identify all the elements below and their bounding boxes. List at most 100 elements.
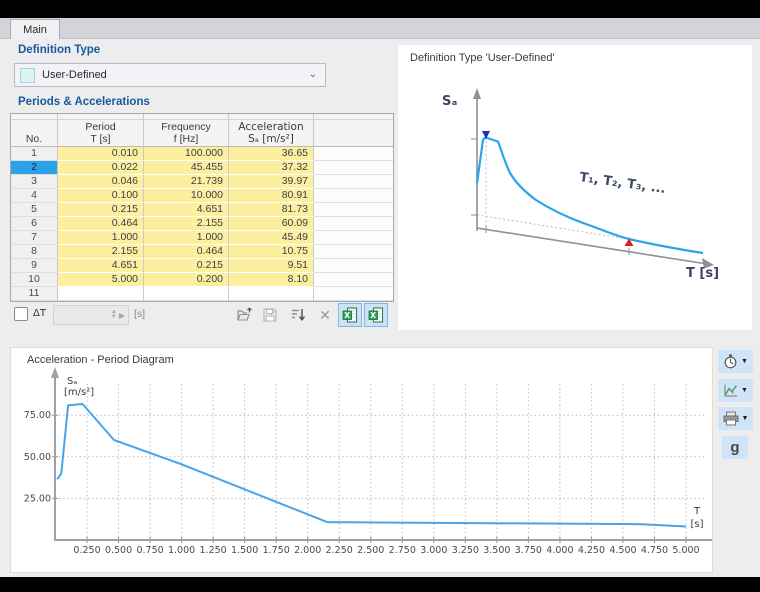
table-row[interactable]: 4 0.100 10.000 80.91 bbox=[11, 189, 393, 203]
frequency-cell[interactable]: 0.464 bbox=[144, 245, 229, 259]
dropdown-caret-icon: ▼ bbox=[741, 358, 748, 365]
svg-text:75.00: 75.00 bbox=[24, 410, 51, 421]
acceleration-cell[interactable]: 10.75 bbox=[229, 245, 314, 259]
peak-marker-icon bbox=[482, 131, 490, 139]
acceleration-cell[interactable]: 37.32 bbox=[229, 161, 314, 175]
svg-text:3.500: 3.500 bbox=[483, 545, 510, 556]
sort-table-button[interactable] bbox=[286, 303, 310, 327]
frequency-cell[interactable]: 0.215 bbox=[144, 259, 229, 273]
acceleration-cell[interactable]: 8.10 bbox=[229, 273, 314, 287]
frequency-cell[interactable]: 100.000 bbox=[144, 147, 229, 161]
frequency-cell[interactable]: 2.155 bbox=[144, 217, 229, 231]
filler-cell bbox=[314, 147, 393, 161]
table-row[interactable]: 11 bbox=[11, 287, 393, 301]
period-cell[interactable]: 0.022 bbox=[58, 161, 144, 175]
print-button[interactable]: ▼ bbox=[718, 407, 753, 430]
time-course-button[interactable]: ▼ bbox=[718, 350, 753, 373]
tab-main[interactable]: Main bbox=[10, 19, 60, 39]
frequency-cell[interactable]: 10.000 bbox=[144, 189, 229, 203]
table-row[interactable]: 7 1.000 1.000 45.49 bbox=[11, 231, 393, 245]
spectrum-preview-diagram: Sₐ T [s] T₁, T₂, T₃, ... bbox=[442, 88, 719, 281]
table-row[interactable]: 3 0.046 21.739 39.97 bbox=[11, 175, 393, 189]
svg-text:25.00: 25.00 bbox=[24, 493, 51, 504]
acceleration-cell[interactable]: 45.49 bbox=[229, 231, 314, 245]
periods-annotation: T₁, T₂, T₃, ... bbox=[578, 170, 666, 197]
row-number-cell[interactable]: 8 bbox=[11, 245, 58, 259]
frequency-cell[interactable]: 21.739 bbox=[144, 175, 229, 189]
delta-t-spinner[interactable]: ▲ ▼ ▶ bbox=[53, 305, 129, 325]
spinner-arrows-icon[interactable]: ▲ ▼ bbox=[110, 309, 117, 320]
frequency-cell[interactable]: 1.000 bbox=[144, 231, 229, 245]
period-cell[interactable]: 0.215 bbox=[58, 203, 144, 217]
table-row[interactable]: 10 5.000 0.200 8.10 bbox=[11, 273, 393, 287]
period-cell[interactable]: 0.464 bbox=[58, 217, 144, 231]
chevron-down-icon: ⌄ bbox=[308, 69, 317, 80]
table-row[interactable]: 2 0.022 45.455 37.32 bbox=[11, 161, 393, 175]
acceleration-cell[interactable]: 9.51 bbox=[229, 259, 314, 273]
period-cell[interactable]: 1.000 bbox=[58, 231, 144, 245]
svg-text:2.500: 2.500 bbox=[357, 545, 384, 556]
spinner-step-icon[interactable]: ▶ bbox=[118, 310, 125, 320]
filler-cell bbox=[314, 175, 393, 189]
row-number-cell[interactable]: 7 bbox=[11, 231, 58, 245]
period-cell[interactable] bbox=[58, 287, 144, 301]
acceleration-cell[interactable] bbox=[229, 287, 314, 301]
acceleration-cell[interactable]: 80.91 bbox=[229, 189, 314, 203]
chart-panel: Acceleration - Period Diagram Sₐ [m/s²] … bbox=[10, 347, 713, 573]
filler-cell bbox=[314, 259, 393, 273]
period-cell[interactable]: 0.010 bbox=[58, 147, 144, 161]
acceleration-cell[interactable]: 60.09 bbox=[229, 217, 314, 231]
table-row[interactable]: 9 4.651 0.215 9.51 bbox=[11, 259, 393, 273]
preview-x-axis-label: T [s] bbox=[686, 266, 719, 281]
filler-cell bbox=[314, 245, 393, 259]
row-number-cell[interactable]: 2 bbox=[11, 161, 58, 175]
frequency-cell[interactable] bbox=[144, 287, 229, 301]
delete-rows-button[interactable]: ✕ bbox=[313, 303, 337, 327]
period-marker-icon bbox=[624, 238, 634, 246]
period-cell[interactable]: 0.100 bbox=[58, 189, 144, 203]
import-table-button[interactable] bbox=[232, 303, 256, 327]
svg-text:3.750: 3.750 bbox=[515, 545, 542, 556]
save-table-button[interactable] bbox=[258, 303, 282, 327]
row-number-cell[interactable]: 6 bbox=[11, 217, 58, 231]
svg-text:2.750: 2.750 bbox=[389, 545, 416, 556]
definition-type-dropdown[interactable]: User-Defined ⌄ bbox=[14, 63, 326, 87]
table-row[interactable]: 5 0.215 4.651 81.73 bbox=[11, 203, 393, 217]
acceleration-cell[interactable]: 81.73 bbox=[229, 203, 314, 217]
acceleration-cell[interactable]: 36.65 bbox=[229, 147, 314, 161]
acceleration-cell[interactable]: 39.97 bbox=[229, 175, 314, 189]
col-header-filler bbox=[314, 120, 393, 146]
row-number-cell[interactable]: 1 bbox=[11, 147, 58, 161]
svg-text:3.000: 3.000 bbox=[420, 545, 447, 556]
row-number-cell[interactable]: 4 bbox=[11, 189, 58, 203]
row-number-cell[interactable]: 10 bbox=[11, 273, 58, 287]
excel-export-icon: X bbox=[368, 307, 384, 323]
gravity-button[interactable]: g bbox=[722, 436, 748, 459]
svg-text:4.750: 4.750 bbox=[641, 545, 668, 556]
table-header-strip bbox=[11, 114, 393, 120]
excel-import-button[interactable]: X bbox=[338, 303, 362, 327]
row-number-cell[interactable]: 9 bbox=[11, 259, 58, 273]
row-number-cell[interactable]: 5 bbox=[11, 203, 58, 217]
excel-export-button[interactable]: X bbox=[364, 303, 388, 327]
frequency-cell[interactable]: 4.651 bbox=[144, 203, 229, 217]
period-cell[interactable]: 5.000 bbox=[58, 273, 144, 287]
delta-t-checkbox[interactable] bbox=[14, 307, 28, 321]
frequency-cell[interactable]: 0.200 bbox=[144, 273, 229, 287]
chart-x-unit-line1: T bbox=[693, 506, 701, 517]
table-row[interactable]: 6 0.464 2.155 60.09 bbox=[11, 217, 393, 231]
chart-title: Acceleration - Period Diagram bbox=[27, 354, 174, 366]
table-row[interactable]: 8 2.155 0.464 10.75 bbox=[11, 245, 393, 259]
row-number-cell[interactable]: 3 bbox=[11, 175, 58, 189]
table-row[interactable]: 1 0.010 100.000 36.65 bbox=[11, 147, 393, 161]
diagram-options-button[interactable]: ▼ bbox=[718, 379, 753, 402]
svg-text:0.250: 0.250 bbox=[73, 545, 100, 556]
row-number-cell[interactable]: 11 bbox=[11, 287, 58, 301]
dialog-content: Main Definition Type User-Defined ⌄ Peri… bbox=[0, 18, 760, 577]
period-cell[interactable]: 4.651 bbox=[58, 259, 144, 273]
svg-text:1.000: 1.000 bbox=[168, 545, 195, 556]
period-cell[interactable]: 2.155 bbox=[58, 245, 144, 259]
period-cell[interactable]: 0.046 bbox=[58, 175, 144, 189]
frequency-cell[interactable]: 45.455 bbox=[144, 161, 229, 175]
